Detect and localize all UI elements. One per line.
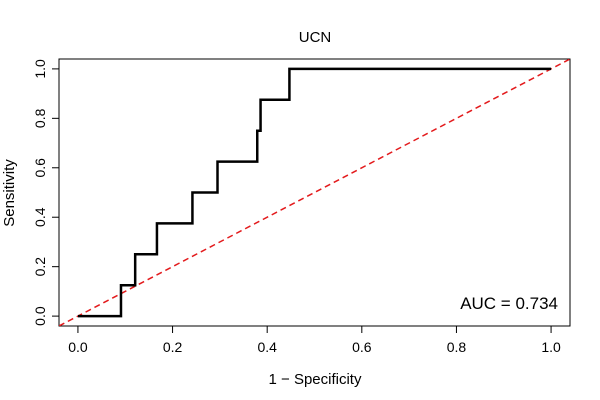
- y-axis: 0.0 0.2 0.4 0.6 0.8 1.0: [32, 59, 60, 326]
- roc-curve-line: [77, 67, 552, 318]
- y-tick-label: 0.2: [32, 257, 48, 277]
- y-tick-label: 0.6: [32, 158, 48, 178]
- x-tick-label: 0.8: [447, 339, 467, 355]
- x-tick-label: 0.0: [68, 339, 88, 355]
- x-axis-title: 1 − Specificity: [269, 371, 362, 388]
- y-tick-label: 0.8: [32, 108, 48, 128]
- x-tick-label: 1.0: [541, 339, 561, 355]
- x-tick-label: 0.6: [352, 339, 372, 355]
- y-tick-label: 1.0: [32, 59, 48, 79]
- plot-area: AUC = 0.734: [58, 58, 571, 327]
- auc-annotation: AUC = 0.734: [460, 294, 558, 313]
- x-axis: 0.0 0.2 0.4 0.6 0.8 1.0: [68, 325, 561, 355]
- reference-diagonal-line: [59, 59, 570, 326]
- x-tick-label: 0.4: [257, 339, 277, 355]
- x-tick-label: 0.2: [163, 339, 183, 355]
- y-axis-title: Sensitivity: [1, 159, 18, 227]
- y-tick-label: 0.4: [32, 207, 48, 227]
- y-tick-label: 0.0: [32, 306, 48, 326]
- chart-title: UCN: [299, 29, 332, 46]
- series-layer: [59, 59, 570, 326]
